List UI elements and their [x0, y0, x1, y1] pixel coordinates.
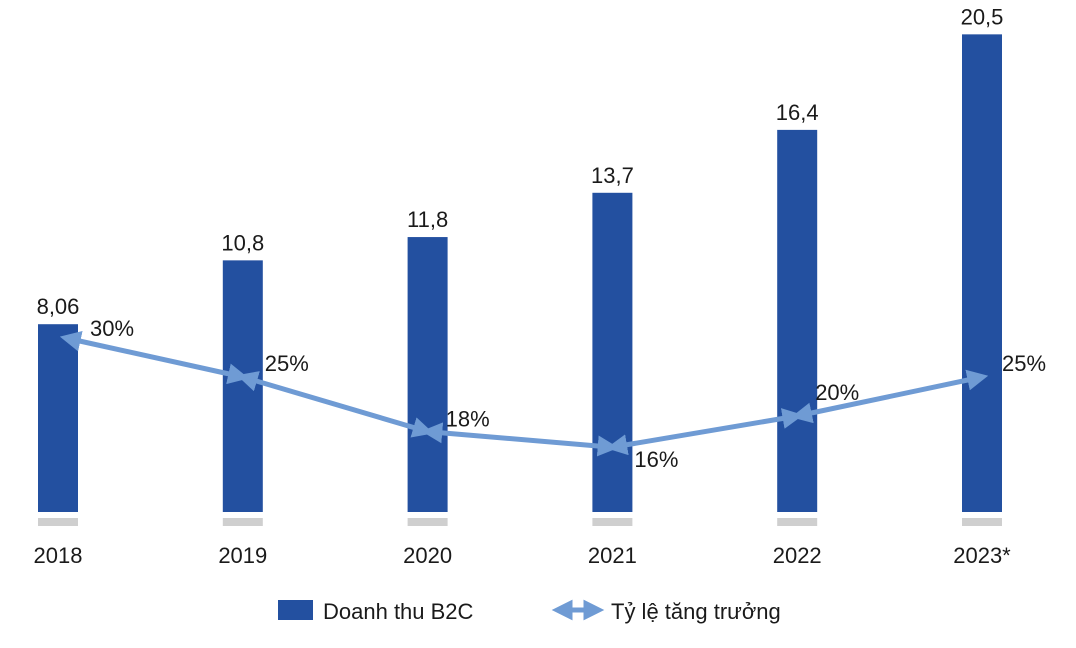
growth-line-segment — [606, 408, 804, 456]
growth-value-label: 20% — [815, 380, 859, 405]
bar-value-label: 20,5 — [961, 4, 1004, 29]
growth-value-label: 16% — [634, 447, 678, 472]
x-tick-label: 2022 — [773, 543, 822, 568]
axis-tick-mark — [777, 518, 818, 526]
growth-line-segment — [236, 371, 434, 438]
bar-value-label: 13,7 — [591, 163, 634, 188]
x-tick-label: 2020 — [403, 543, 452, 568]
bar-2020 — [407, 237, 448, 512]
legend-label-revenue: Doanh thu B2C — [323, 599, 474, 624]
legend-swatch-bar — [278, 600, 313, 620]
bar-value-label: 8,06 — [37, 294, 80, 319]
growth-value-label: 25% — [265, 351, 309, 376]
x-tick-label: 2021 — [588, 543, 637, 568]
bar-2021 — [592, 192, 633, 513]
growth-value-label: 25% — [1002, 351, 1046, 376]
bar-value-label: 11,8 — [407, 207, 448, 232]
legend-label-growth: Tỷ lệ tăng trưởng — [611, 599, 781, 624]
growth-value-label: 30% — [90, 316, 134, 341]
axis-tick-mark — [38, 518, 78, 526]
growth-value-label: 18% — [446, 407, 490, 432]
bar-2019 — [222, 260, 263, 512]
axis-tick-mark — [592, 518, 633, 526]
bar-2018 — [38, 324, 78, 512]
axis-tick-mark — [407, 518, 448, 526]
growth-line-segment — [791, 369, 989, 424]
x-tick-label: 2018 — [34, 543, 83, 568]
bar-value-label: 16,4 — [776, 100, 819, 125]
axis-tick-mark — [222, 518, 263, 526]
bar-value-label: 10,8 — [221, 230, 264, 255]
x-tick-label: 2019 — [218, 543, 267, 568]
x-tick-label: 2023* — [953, 543, 1011, 568]
bar-2022 — [777, 129, 818, 512]
bar-2023 — [962, 34, 1002, 512]
growth-line-segment — [59, 330, 249, 385]
legend: Doanh thu B2C Tỷ lệ tăng trưởng — [278, 599, 781, 624]
axis-tick-mark — [962, 518, 1002, 526]
growth-line-segment — [421, 422, 619, 457]
